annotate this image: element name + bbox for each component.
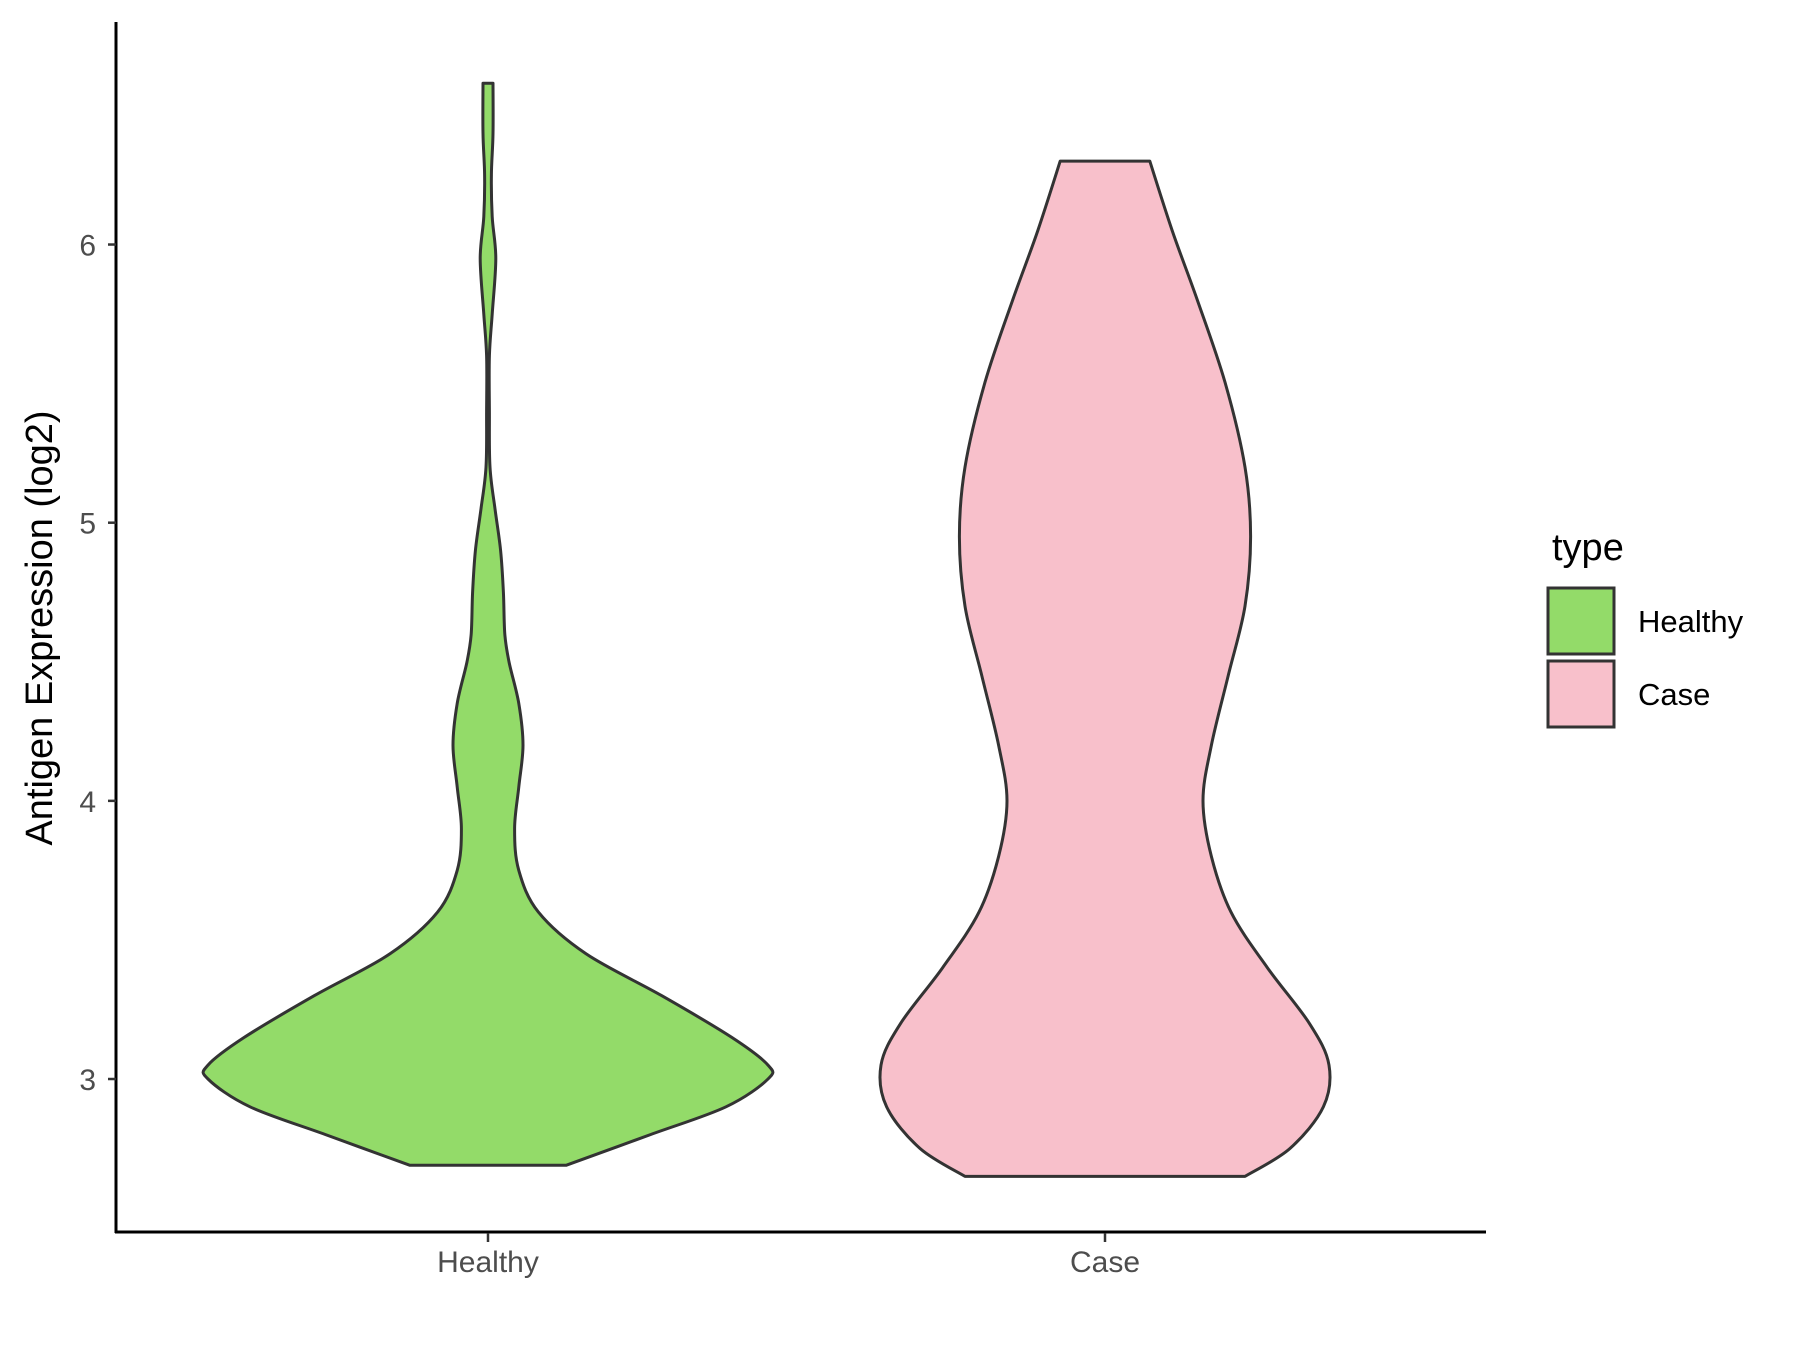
y-ticks: 3 4 5 6: [79, 230, 116, 1097]
plot-area: 3 4 5 6 Healthy Case: [79, 22, 1486, 1279]
legend-swatch-healthy: [1546, 586, 1616, 656]
x-tick-label: Case: [1070, 1246, 1140, 1279]
y-tick-label: 3: [79, 1064, 96, 1097]
violin-healthy: [201, 81, 775, 1167]
legend: type Healthy Case: [1546, 527, 1744, 729]
y-tick-label: 6: [79, 230, 96, 263]
violin-case: [878, 159, 1332, 1178]
x-ticks: Healthy Case: [437, 1233, 1140, 1279]
legend-entries: Healthy Case: [1546, 586, 1744, 729]
legend-title: type: [1552, 527, 1624, 569]
y-tick-label: 4: [79, 786, 96, 819]
y-tick-label: 5: [79, 508, 96, 541]
y-axis-title: Antigen Expression (log2): [19, 410, 61, 845]
violins: [201, 81, 1332, 1178]
legend-label-case: Case: [1638, 677, 1710, 712]
x-tick-label: Healthy: [437, 1246, 539, 1279]
legend-swatch-case: [1546, 659, 1616, 729]
legend-label-healthy: Healthy: [1638, 604, 1744, 639]
